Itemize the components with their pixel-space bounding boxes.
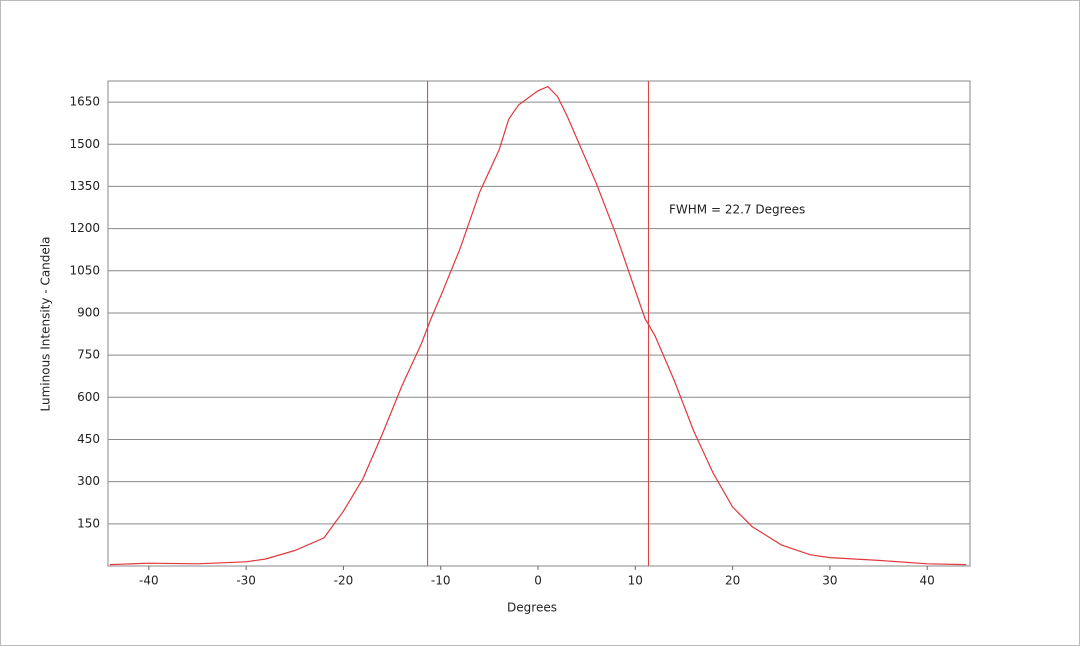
y-tick-label: 300 [77,474,100,488]
x-axis-label: Degrees [507,601,557,615]
x-tick-label: 10 [628,574,643,588]
x-tick-label: -40 [139,574,159,588]
y-tick-label: 600 [77,390,100,404]
y-tick-label: 150 [77,516,100,530]
y-axis-label: Luminous Intensity - Candela [39,237,53,412]
x-tick-label: 20 [725,574,740,588]
y-tick-label: 1350 [69,179,100,193]
plot-area [107,80,971,567]
annotation: FWHM = 22.7 Degrees [669,203,805,217]
y-tick-label: 900 [77,305,100,319]
x-tick-label: -20 [334,574,354,588]
x-tick-label: -30 [236,574,256,588]
y-tick-label: 1650 [69,95,100,109]
x-tick-label: 40 [920,574,935,588]
y-tick-label: 750 [77,348,100,362]
y-tick-label: 1500 [69,137,100,151]
x-tick-label: -10 [431,574,451,588]
x-tick-label: 30 [822,574,837,588]
data-line [109,85,967,566]
y-tick-label: 450 [77,432,100,446]
x-tick-label: 0 [534,574,542,588]
y-tick-label: 1050 [69,263,100,277]
y-tick-label: 1200 [69,221,100,235]
